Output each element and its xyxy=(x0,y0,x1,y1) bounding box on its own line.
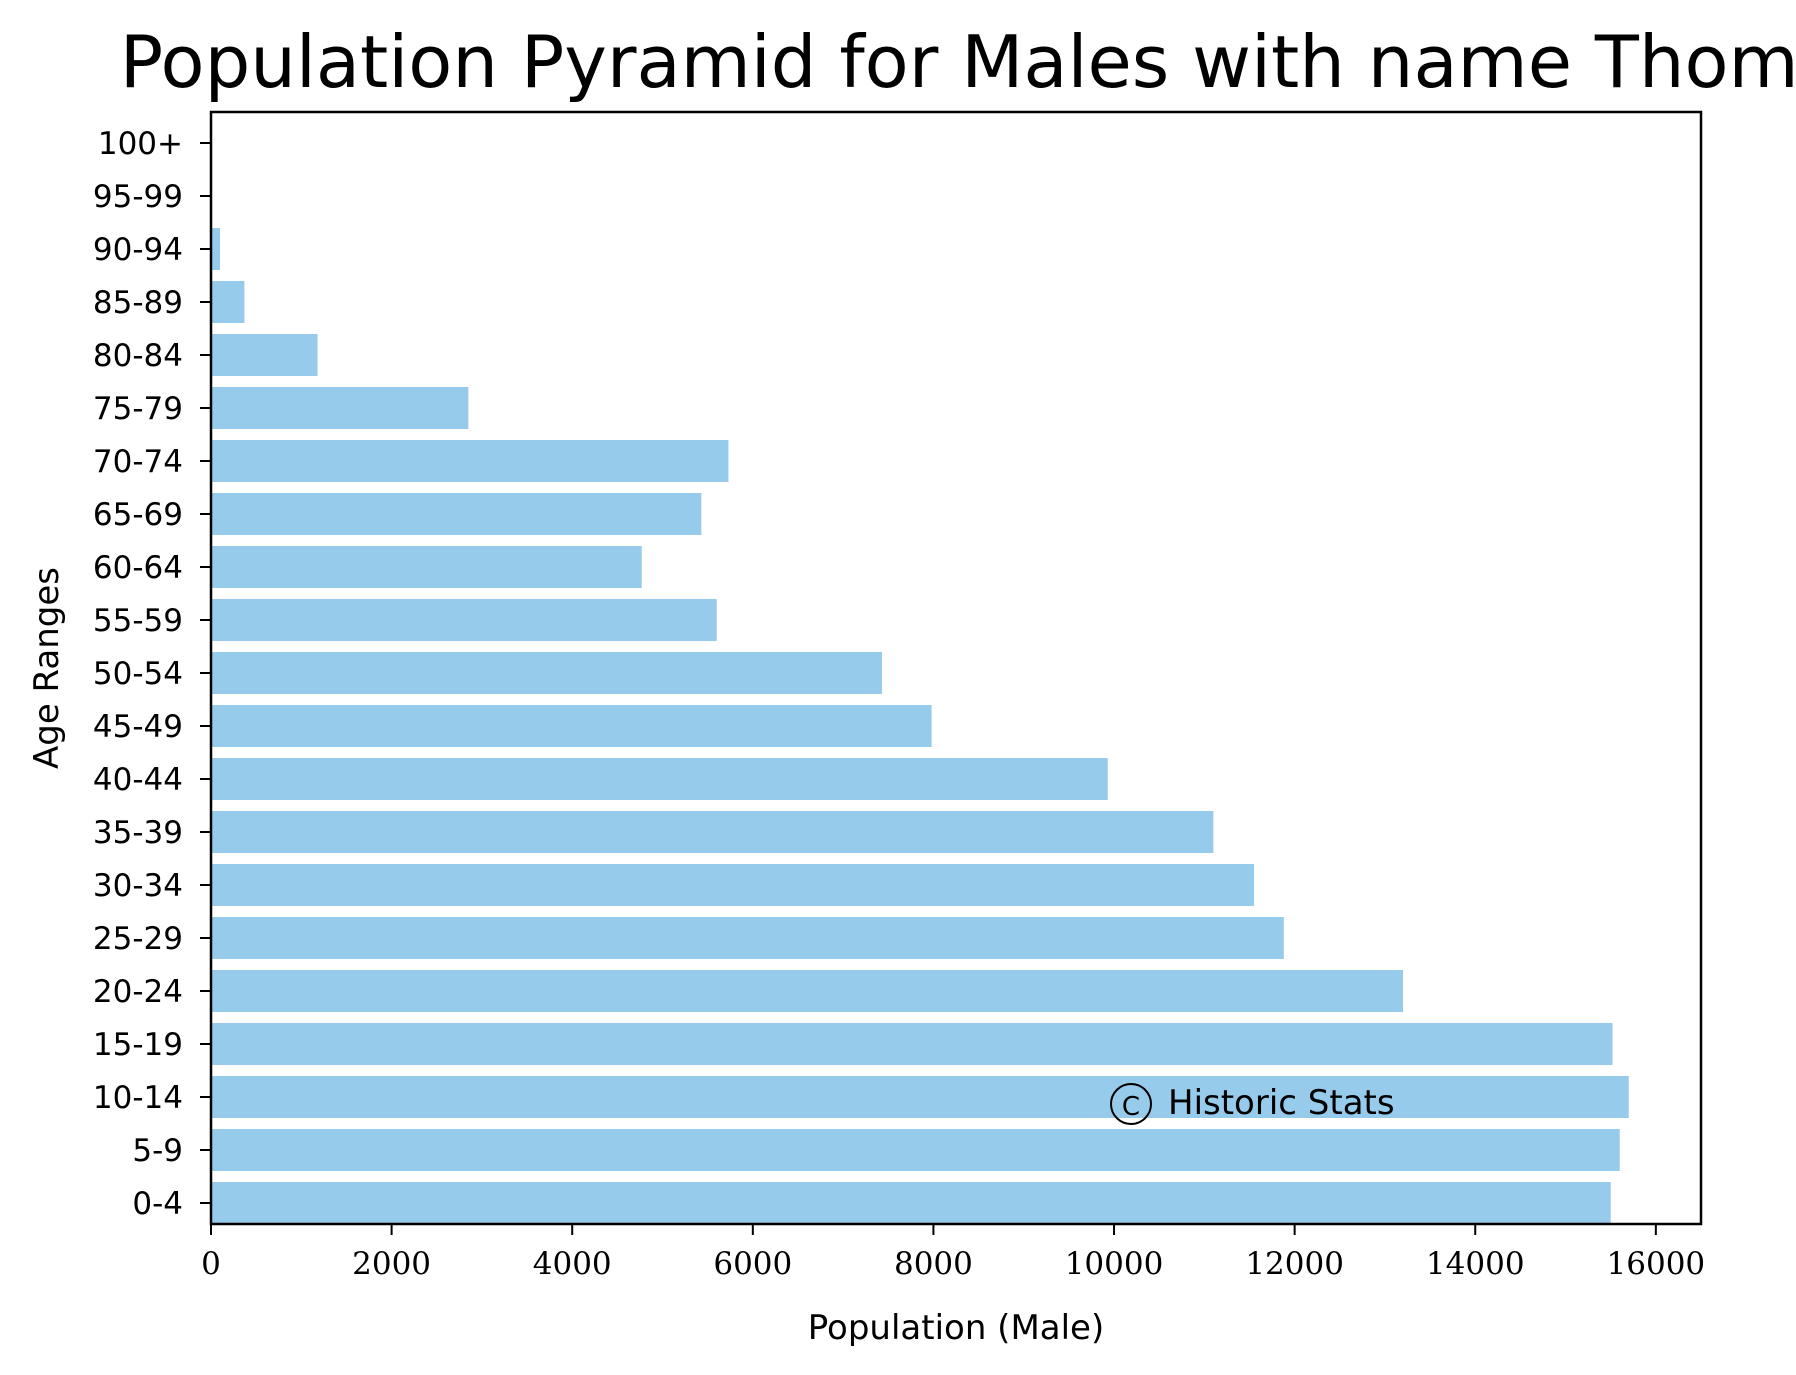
y-tick-label-45-49: 45-49 xyxy=(93,709,183,745)
bar-75-79 xyxy=(211,387,469,429)
y-axis-label: Age Ranges xyxy=(27,567,67,769)
x-tick-label-14000: 14000 xyxy=(1426,1246,1525,1282)
bar-10-14 xyxy=(211,1076,1629,1118)
bar-30-34 xyxy=(211,864,1254,906)
x-tick-label-2000: 2000 xyxy=(352,1246,431,1282)
bar-55-59 xyxy=(211,599,717,641)
y-tick-label-95-99: 95-99 xyxy=(93,179,183,215)
bar-40-44 xyxy=(211,758,1108,800)
y-tick-label-35-39: 35-39 xyxy=(93,815,183,851)
bar-20-24 xyxy=(211,970,1403,1012)
x-tick-label-16000: 16000 xyxy=(1607,1246,1706,1282)
y-tick-label-60-64: 60-64 xyxy=(93,550,183,586)
bar-45-49 xyxy=(211,705,932,747)
x-tick-label-6000: 6000 xyxy=(713,1246,792,1282)
y-tick-label-55-59: 55-59 xyxy=(93,603,183,639)
x-axis-ticks: 0 2000 4000 6000 8000 10000 12000 14000 16000 xyxy=(201,1224,1705,1282)
bar-70-74 xyxy=(211,440,729,482)
y-tick-label-10-14: 10-14 xyxy=(93,1080,183,1116)
x-axis-label: Population (Male) xyxy=(808,1308,1105,1348)
y-tick-label-40-44: 40-44 xyxy=(93,762,183,798)
bar-25-29 xyxy=(211,917,1284,959)
y-tick-label-25-29: 25-29 xyxy=(93,921,183,957)
watermark-text: Historic Stats xyxy=(1168,1083,1395,1123)
x-tick-label-12000: 12000 xyxy=(1245,1246,1344,1282)
y-tick-label-65-69: 65-69 xyxy=(93,497,183,533)
x-tick-label-8000: 8000 xyxy=(894,1246,973,1282)
bar-0-4 xyxy=(211,1182,1611,1224)
y-tick-label-70-74: 70-74 xyxy=(93,444,183,480)
bar-5-9 xyxy=(211,1129,1620,1171)
bar-80-84 xyxy=(211,334,318,376)
bar-35-39 xyxy=(211,811,1214,853)
bar-90-94 xyxy=(211,228,221,270)
y-tick-label-5-9: 5-9 xyxy=(132,1133,183,1169)
watermark: C Historic Stats xyxy=(1110,1083,1395,1125)
x-tick-label-10000: 10000 xyxy=(1065,1246,1164,1282)
y-tick-label-90-94: 90-94 xyxy=(93,232,183,268)
bar-series xyxy=(211,228,1629,1224)
plot-frame xyxy=(209,110,1703,1226)
bar-85-89 xyxy=(211,281,245,323)
bar-15-19 xyxy=(211,1023,1613,1065)
y-tick-label-80-84: 80-84 xyxy=(93,338,183,374)
copyright-symbol: C xyxy=(1122,1092,1140,1122)
copyright-icon xyxy=(1110,1083,1152,1125)
y-axis-ticks: 0-4 5-9 10-14 15-19 20-24 25-29 30-34 35-39 40-4… xyxy=(93,126,211,1222)
x-tick-label-0: 0 xyxy=(201,1246,221,1282)
bar-65-69 xyxy=(211,493,702,535)
y-tick-label-85-89: 85-89 xyxy=(93,285,183,321)
chart-title: Population Pyramid for Males with name T… xyxy=(120,20,1796,104)
y-tick-label-0-4: 0-4 xyxy=(132,1186,183,1222)
y-tick-label-20-24: 20-24 xyxy=(93,974,183,1010)
x-tick-label-4000: 4000 xyxy=(533,1246,612,1282)
y-tick-label-100plus: 100+ xyxy=(98,126,183,162)
bar-60-64 xyxy=(211,546,642,588)
y-tick-label-50-54: 50-54 xyxy=(93,656,183,692)
y-tick-label-15-19: 15-19 xyxy=(93,1027,183,1063)
y-tick-label-75-79: 75-79 xyxy=(93,391,183,427)
bar-50-54 xyxy=(211,652,882,694)
y-tick-label-30-34: 30-34 xyxy=(93,868,183,904)
